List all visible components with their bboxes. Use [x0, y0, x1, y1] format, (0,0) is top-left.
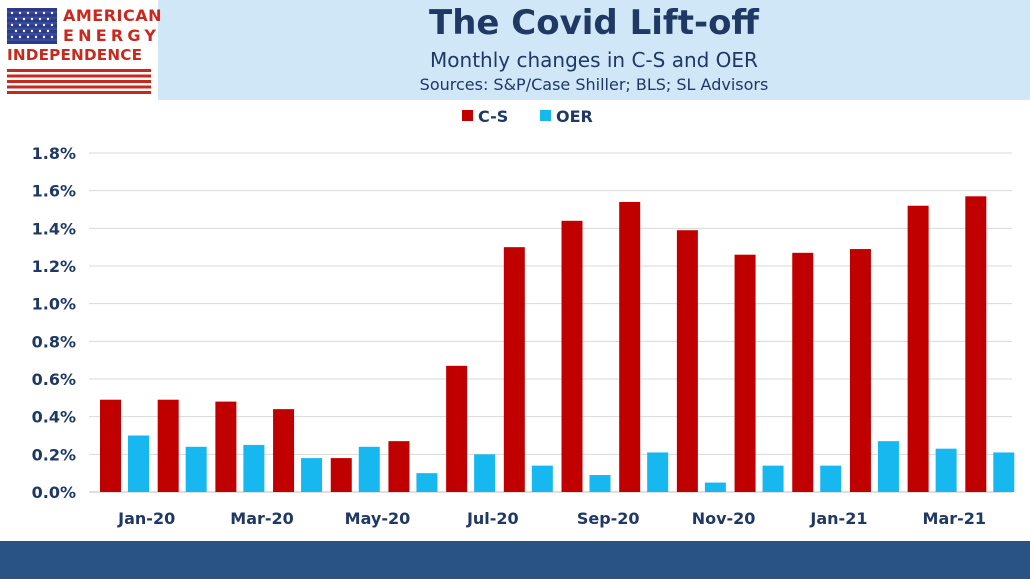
legend-label: OER: [556, 107, 593, 126]
logo: AMERICAN ENERGY INDEPENDENCE: [0, 0, 162, 100]
bar-c-s: [215, 401, 237, 492]
bar-c-s: [157, 399, 179, 492]
bar-c-s: [503, 247, 525, 492]
logo-text-independence: INDEPENDENCE: [7, 46, 143, 64]
legend-label: C-S: [478, 107, 508, 126]
y-tick-label: 0.0%: [32, 483, 76, 502]
page-subtitle: Monthly changes in C-S and OER: [430, 48, 758, 72]
bar-c-s: [619, 201, 641, 492]
bar-oer: [704, 482, 726, 492]
bar-oer: [474, 454, 496, 492]
bar-c-s: [100, 399, 121, 492]
y-tick-label: 1.0%: [32, 295, 76, 314]
bar-oer: [531, 465, 553, 492]
bar-c-s: [446, 365, 468, 492]
bar-c-s: [273, 409, 295, 492]
legend-swatch: [540, 110, 551, 121]
bar-c-s: [907, 205, 929, 492]
bar-oer: [128, 435, 149, 492]
bar-oer: [993, 452, 1015, 492]
bar-oer: [416, 473, 438, 492]
bar-c-s: [965, 196, 987, 493]
x-tick-label: Sep-20: [577, 509, 640, 528]
bar-c-s: [561, 220, 583, 493]
logo-stripes-icon: [7, 69, 151, 94]
us-flag-icon: [7, 8, 57, 44]
bar-oer: [589, 475, 611, 492]
bar-oer: [301, 458, 323, 492]
y-tick-label: 1.6%: [32, 182, 76, 201]
logo-text-energy: ENERGY: [63, 26, 161, 45]
bar-oer: [935, 448, 957, 492]
x-tick-label: Nov-20: [692, 509, 756, 528]
x-tick-label: Mar-21: [923, 509, 987, 528]
y-tick-label: 1.8%: [32, 144, 76, 163]
bar-oer: [243, 444, 265, 492]
bar-c-s: [734, 254, 756, 492]
y-tick-label: 0.6%: [32, 370, 76, 389]
x-tick-label: Jan-20: [117, 509, 175, 528]
y-tick-label: 1.4%: [32, 219, 76, 238]
bar-c-s: [676, 230, 698, 492]
bar-oer: [358, 446, 380, 492]
bar-oer: [185, 446, 207, 492]
header-banner: AMERICAN ENERGY INDEPENDENCE The Covid L…: [0, 0, 1030, 100]
x-tick-label: Jan-21: [809, 509, 867, 528]
sources-note: Sources: S&P/Case Shiller; BLS; SL Advis…: [419, 75, 769, 94]
x-tick-label: Mar-20: [230, 509, 294, 528]
y-tick-label: 0.8%: [32, 332, 76, 351]
x-tick-label: Jul-20: [466, 509, 519, 528]
bar-oer: [877, 441, 899, 492]
y-tick-label: 0.2%: [32, 445, 76, 464]
bar-oer: [647, 452, 669, 492]
page-title: The Covid Lift-off: [429, 3, 759, 43]
y-tick-label: 0.4%: [32, 408, 76, 427]
legend-swatch: [462, 110, 473, 121]
logo-text-american: AMERICAN: [63, 6, 163, 25]
bar-c-s: [388, 441, 410, 492]
bar-c-s: [849, 249, 871, 492]
y-tick-label: 1.2%: [32, 257, 76, 276]
bar-c-s: [792, 252, 814, 492]
bar-oer: [762, 465, 784, 492]
bar-oer: [820, 465, 842, 492]
footer-bar: [0, 541, 1030, 579]
bar-c-s: [330, 458, 352, 492]
x-tick-label: May-20: [345, 509, 411, 528]
bar-chart: 0.0% 0.2% 0.4% 0.6% 0.8% 1.0% 1.2% 1.4% 1.6% 1.8%…: [32, 107, 1015, 528]
